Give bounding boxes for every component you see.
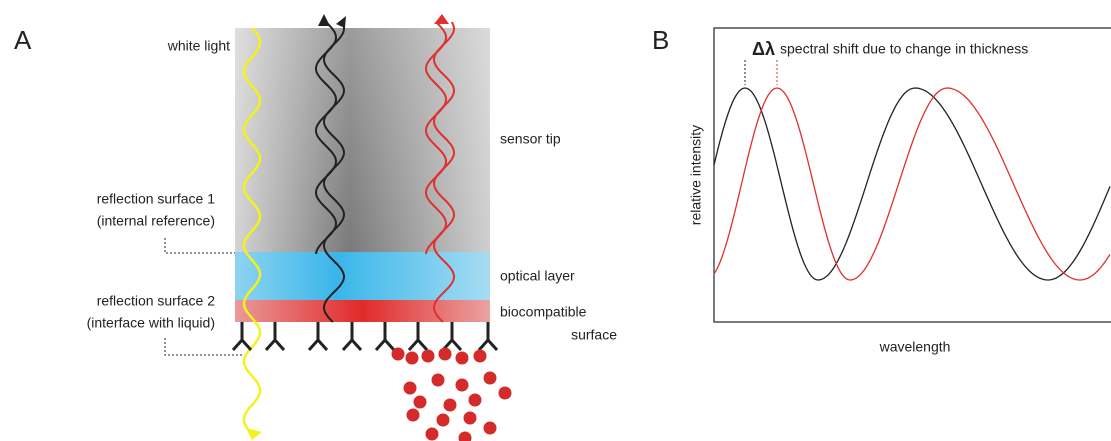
analyte bbox=[432, 374, 445, 387]
analyte bbox=[392, 348, 405, 361]
antibody bbox=[233, 322, 251, 350]
analyte bbox=[456, 352, 469, 365]
label: biocompatible bbox=[500, 304, 587, 320]
arrow-head bbox=[246, 428, 262, 440]
antibody bbox=[343, 322, 361, 350]
arrow-head bbox=[318, 14, 330, 26]
antibody bbox=[409, 322, 427, 350]
analyte bbox=[459, 432, 472, 441]
spectrum bbox=[714, 88, 1110, 280]
optical-layer bbox=[235, 252, 490, 300]
sensor-shade bbox=[235, 28, 490, 252]
figure: A white light sensor tip reflection surf… bbox=[0, 0, 1111, 441]
antibody bbox=[376, 322, 394, 350]
analyte bbox=[422, 350, 435, 363]
analyte bbox=[469, 394, 482, 407]
label: optical layer bbox=[500, 268, 575, 284]
label: (internal reference) bbox=[97, 213, 215, 229]
connector bbox=[165, 238, 235, 253]
analyte bbox=[464, 412, 477, 425]
label: (interface with liquid) bbox=[87, 315, 215, 331]
label: surface bbox=[571, 327, 617, 343]
spectra bbox=[714, 88, 1110, 280]
antibody bbox=[479, 322, 497, 350]
antibody bbox=[309, 322, 327, 350]
analyte bbox=[407, 409, 420, 422]
label: reflection surface 1 bbox=[97, 191, 215, 207]
analyte bbox=[484, 422, 497, 435]
plot-frame bbox=[714, 28, 1111, 322]
connector bbox=[165, 338, 242, 355]
x-axis-label: wavelength bbox=[879, 339, 951, 355]
sensor bbox=[235, 28, 490, 322]
label: white light bbox=[167, 38, 230, 54]
annotation: spectral shift due to change in thicknes… bbox=[780, 41, 1028, 57]
analyte bbox=[456, 379, 469, 392]
analyte bbox=[406, 352, 419, 365]
arrow-head bbox=[434, 14, 449, 24]
panel-label: B bbox=[652, 25, 669, 55]
biocompatible-layer bbox=[235, 300, 490, 322]
antibodies bbox=[233, 322, 512, 441]
analyte bbox=[474, 350, 487, 363]
arrow-head bbox=[336, 16, 346, 28]
analyte bbox=[414, 396, 427, 409]
label: sensor tip bbox=[500, 131, 561, 147]
analyte bbox=[439, 348, 452, 361]
analyte bbox=[426, 428, 439, 441]
analyte bbox=[499, 387, 512, 400]
analyte bbox=[404, 382, 417, 395]
analyte bbox=[437, 414, 450, 427]
panel-label: A bbox=[14, 25, 32, 55]
delta-label: Δλ bbox=[752, 39, 775, 59]
y-axis-label: relative intensity bbox=[688, 125, 704, 225]
analyte bbox=[484, 372, 497, 385]
label: reflection surface 2 bbox=[97, 293, 215, 309]
analyte bbox=[444, 399, 457, 412]
antibody bbox=[443, 322, 461, 350]
spectrum bbox=[714, 88, 1110, 280]
antibody bbox=[266, 322, 284, 350]
